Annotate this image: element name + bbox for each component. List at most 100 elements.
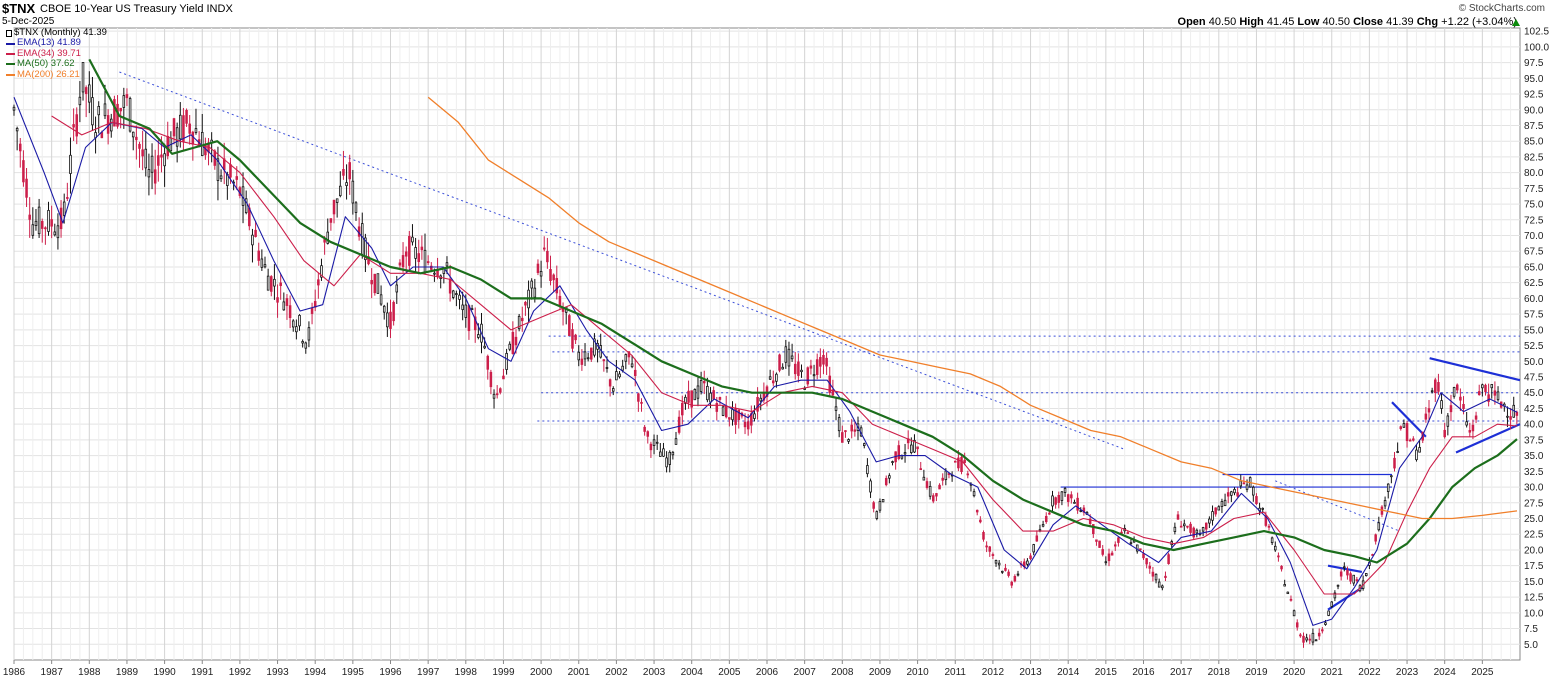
candle-body [78, 96, 82, 106]
candle-body [630, 363, 634, 368]
candle-body [1364, 573, 1368, 577]
candle-body [395, 284, 399, 293]
x-tick-label: 1995 [342, 667, 365, 678]
candle-body [646, 431, 650, 437]
candle-body [793, 363, 797, 375]
candle-body [809, 365, 813, 369]
candle-body [1459, 396, 1462, 401]
y-tick-label: 37.5 [1524, 435, 1544, 446]
candle-body [643, 426, 646, 432]
candle-body [401, 255, 405, 268]
candle-body [1424, 413, 1428, 420]
candle-body [1214, 507, 1217, 515]
candle-body [555, 278, 559, 294]
x-tick-label: 1986 [3, 667, 26, 678]
candle-body [850, 424, 853, 432]
candle-body [219, 175, 223, 180]
x-tick-label: 1992 [229, 667, 252, 678]
candle-body [235, 176, 239, 180]
chg-label: Chg [1416, 16, 1439, 28]
candle-body [888, 475, 891, 479]
candle-body [326, 231, 330, 244]
x-tick-label: 1987 [41, 667, 64, 678]
x-tick-label: 2023 [1396, 667, 1419, 678]
candle-body [1474, 415, 1478, 420]
x-tick-label: 2020 [1283, 667, 1306, 678]
candle-body [1245, 484, 1249, 490]
candle-body [972, 491, 976, 497]
candle-body [841, 432, 844, 443]
candle-body [423, 249, 427, 274]
candle-body [847, 439, 850, 442]
candle-body [464, 304, 468, 318]
y-tick-label: 87.5 [1524, 121, 1544, 132]
candle-body [266, 275, 270, 291]
candle-body [1430, 390, 1434, 393]
x-tick-label: 2019 [1245, 667, 1268, 678]
legend-item-ma50[interactable]: MA(50) 37.62 [6, 58, 107, 69]
legend-item-ma200[interactable]: MA(200) 26.21 [6, 69, 107, 80]
candle-body [182, 115, 185, 142]
candle-body [430, 265, 433, 270]
candle-body [91, 97, 94, 126]
candle-body [1088, 518, 1092, 524]
candle-body [1437, 382, 1440, 392]
candle-body [533, 287, 537, 298]
candle-body [473, 316, 477, 331]
ohlc-readout: Open 40.50 High 41.45 Low 40.50 Close 41… [1178, 16, 1517, 28]
candle-body [772, 380, 775, 384]
y-tick-label: 102.5 [1524, 27, 1549, 38]
candle-body [586, 357, 590, 360]
candle-body [715, 403, 719, 412]
y-tick-label: 20.0 [1524, 545, 1544, 556]
candle-body [1355, 579, 1359, 582]
candle-body [605, 367, 609, 369]
candle-body [1412, 438, 1415, 441]
candle-body [62, 201, 66, 216]
close-label: Close [1353, 16, 1384, 28]
candle-body [637, 393, 640, 402]
candle-body [866, 465, 869, 475]
candle-body [982, 532, 985, 540]
candle-body [470, 308, 474, 311]
candle-body [113, 99, 116, 127]
candle-body [925, 481, 929, 488]
candle-body [455, 293, 458, 295]
candle-body [1223, 499, 1227, 507]
candle-body [1054, 497, 1057, 505]
candle-body [768, 376, 772, 380]
candle-body [903, 452, 907, 455]
candle-body [1004, 567, 1007, 571]
candle-body [194, 128, 198, 133]
candle-body [737, 409, 741, 421]
candle-body [263, 264, 267, 268]
candle-body [1427, 408, 1431, 413]
legend-item-ema34[interactable]: EMA(34) 39.71 [6, 48, 107, 59]
y-tick-label: 47.5 [1524, 373, 1544, 384]
candle-body [1060, 491, 1064, 501]
candle-body [1220, 501, 1224, 507]
candle-body [684, 396, 687, 404]
candle-body [200, 132, 204, 156]
candle-body [756, 396, 759, 412]
candle-body [1481, 384, 1484, 389]
candle-body [668, 451, 672, 465]
candle-body [778, 354, 781, 371]
legend-item-ema13[interactable]: EMA(13) 41.89 [6, 37, 107, 48]
candle-body [128, 98, 132, 132]
candle-body [536, 263, 540, 273]
candle-body [891, 461, 894, 463]
candle-body [1120, 531, 1123, 534]
y-tick-label: 30.0 [1524, 483, 1544, 494]
legend-item-price[interactable]: $TNX (Monthly) 41.39 [6, 27, 107, 38]
candle-body [753, 413, 756, 419]
candle-body [674, 438, 678, 445]
candle-body [539, 270, 543, 277]
candle-body [373, 273, 377, 294]
candle-body [1292, 610, 1296, 617]
series-line-ma200 [427, 96, 1518, 520]
candle-body [254, 229, 257, 237]
candle-body [1299, 634, 1302, 637]
candle-body [47, 210, 50, 232]
